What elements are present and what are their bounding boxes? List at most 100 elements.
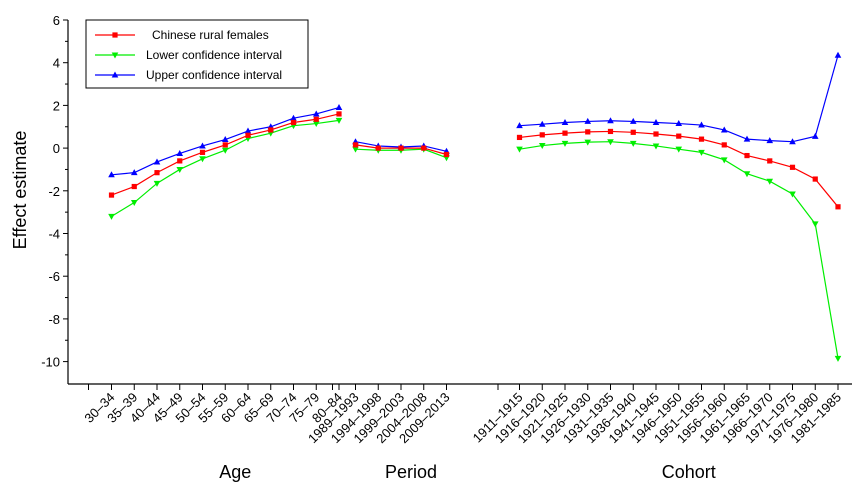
data-point <box>607 117 614 124</box>
data-point <box>290 119 297 126</box>
series-line-cohort <box>519 55 839 143</box>
data-point <box>222 142 228 148</box>
data-point <box>176 149 184 156</box>
data-point <box>743 171 751 178</box>
data-point <box>835 204 841 210</box>
data-point <box>538 143 546 150</box>
data-point <box>244 127 252 134</box>
data-point <box>698 121 705 128</box>
data-point <box>153 158 161 165</box>
data-point <box>111 52 119 59</box>
data-point <box>652 118 660 125</box>
y-tick-label: -10 <box>41 355 60 370</box>
data-point <box>834 51 842 58</box>
data-point <box>516 122 523 129</box>
data-point <box>108 171 115 178</box>
data-point <box>720 126 728 133</box>
data-point <box>562 130 568 136</box>
data-point <box>154 170 160 176</box>
series-layer <box>108 51 842 362</box>
data-point <box>812 176 818 182</box>
data-point <box>584 117 592 124</box>
data-point <box>516 134 523 141</box>
data-point <box>629 117 637 124</box>
data-point <box>789 191 796 198</box>
data-point <box>108 213 115 220</box>
data-point <box>312 110 320 117</box>
data-point <box>336 111 342 117</box>
data-point <box>676 133 682 139</box>
legend-label: Upper confidence interval <box>146 68 282 82</box>
data-point <box>561 118 569 125</box>
data-point <box>199 142 206 149</box>
data-point <box>744 152 750 159</box>
data-point <box>516 146 523 153</box>
data-point <box>607 128 614 135</box>
series-line-age <box>111 113 340 196</box>
data-point <box>352 142 359 148</box>
data-point <box>108 192 115 198</box>
data-point <box>375 145 381 151</box>
y-tick-label: -4 <box>48 227 60 242</box>
data-point <box>313 116 319 122</box>
data-point <box>130 169 138 176</box>
data-point <box>538 120 546 127</box>
data-point <box>221 136 229 143</box>
series-lower-confidence-interval <box>108 117 842 362</box>
data-point <box>539 132 545 138</box>
data-point <box>561 140 569 147</box>
data-point <box>743 135 751 142</box>
data-point <box>653 131 659 137</box>
data-point <box>290 114 297 121</box>
data-point <box>584 139 592 146</box>
data-point <box>720 157 728 164</box>
legend-label: Lower confidence interval <box>146 48 282 62</box>
data-point <box>811 221 819 228</box>
series-line-cohort <box>519 141 839 359</box>
data-point <box>607 139 614 146</box>
data-point <box>834 355 842 362</box>
y-tick-label: 2 <box>53 98 60 113</box>
data-point <box>629 140 637 147</box>
group-title-age: Age <box>219 462 251 482</box>
data-point <box>721 142 727 148</box>
data-point <box>111 71 119 78</box>
data-point <box>398 145 404 151</box>
data-point <box>335 117 343 124</box>
data-point <box>199 149 206 155</box>
data-point <box>352 146 359 153</box>
data-point <box>153 180 161 187</box>
legend: Chinese rural females Lower confidence in… <box>85 19 309 89</box>
data-point <box>811 132 819 139</box>
data-point <box>335 104 343 111</box>
data-point <box>789 164 796 170</box>
data-point <box>221 147 229 154</box>
data-point <box>698 136 705 142</box>
axes <box>67 20 852 385</box>
ticks: 6420-2-4-6-8-1030–3435–3940–4445–4950–54… <box>41 13 844 446</box>
series-upper-confidence-interval <box>108 51 842 178</box>
series-line-age <box>111 119 340 217</box>
legend-box <box>85 19 309 89</box>
data-point <box>312 121 320 128</box>
data-point <box>789 138 796 145</box>
data-point <box>199 156 206 163</box>
group-title-period: Period <box>385 462 437 482</box>
y-tick-label: -8 <box>48 312 60 327</box>
data-point <box>268 127 274 133</box>
data-point <box>585 129 591 135</box>
y-tick-label: 4 <box>53 56 60 71</box>
data-point <box>177 158 183 164</box>
data-point <box>630 129 636 135</box>
data-point <box>112 32 118 38</box>
data-point <box>176 166 184 173</box>
data-point <box>652 143 660 150</box>
data-point <box>675 120 683 127</box>
data-point <box>675 146 683 153</box>
legend-label: Chinese rural females <box>152 28 269 42</box>
y-axis-title: Effect estimate <box>10 131 30 250</box>
data-point <box>245 132 251 138</box>
y-tick-label: -6 <box>48 269 60 284</box>
data-point <box>766 178 774 185</box>
